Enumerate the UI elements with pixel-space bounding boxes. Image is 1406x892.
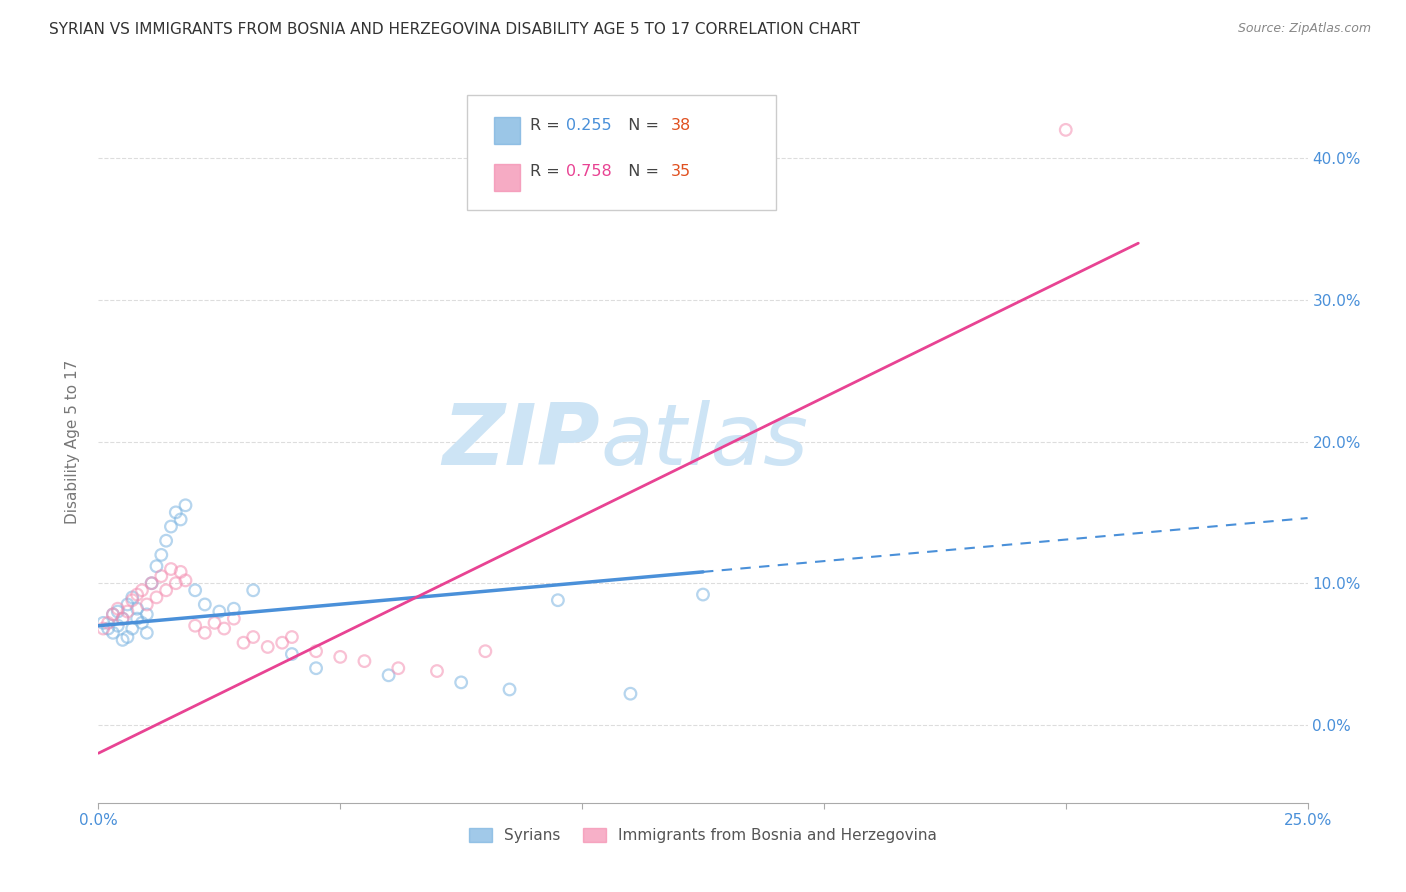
Point [121,591,143,605]
Point [107,618,129,632]
Point [111,612,134,626]
Point [474,644,496,658]
Point [117,630,139,644]
Point [204,615,226,630]
Point [242,630,264,644]
Point [135,625,157,640]
Text: 0.255: 0.255 [567,118,612,133]
Point [208,605,231,619]
Point [111,612,134,626]
Point [101,625,124,640]
Point [232,636,254,650]
Point [450,675,472,690]
Point [145,591,167,605]
Point [111,632,134,647]
Point [353,654,375,668]
Legend: Syrians, Immigrants from Bosnia and Herzegovina: Syrians, Immigrants from Bosnia and Herz… [463,822,943,849]
Text: R =: R = [530,118,565,133]
Point [107,601,129,615]
Point [174,574,197,588]
Text: Source: ZipAtlas.com: Source: ZipAtlas.com [1237,22,1371,36]
Point [117,598,139,612]
Text: atlas: atlas [600,400,808,483]
Point [127,601,149,615]
Point [222,601,245,615]
Point [101,607,124,622]
Point [271,636,294,650]
Point [121,593,143,607]
Point [97,622,120,636]
Point [222,612,245,626]
Point [101,607,124,622]
Text: 38: 38 [671,118,690,133]
Point [165,505,187,519]
Point [141,576,163,591]
FancyBboxPatch shape [494,163,520,191]
Point [91,622,114,636]
FancyBboxPatch shape [494,117,520,145]
Point [131,615,153,630]
Point [256,640,278,654]
Point [174,498,197,512]
Point [242,583,264,598]
Point [135,598,157,612]
Point [169,565,191,579]
Point [117,605,139,619]
Text: N =: N = [619,164,665,179]
Point [387,661,409,675]
Point [281,630,304,644]
Point [426,664,449,678]
Point [305,661,328,675]
Point [150,569,173,583]
Text: 0.758: 0.758 [567,164,612,179]
FancyBboxPatch shape [467,95,776,211]
Text: ZIP: ZIP [443,400,600,483]
Point [127,612,149,626]
Point [194,625,217,640]
Point [131,583,153,598]
Point [127,588,149,602]
Point [377,668,399,682]
Point [692,588,714,602]
Point [155,533,177,548]
Point [547,593,569,607]
Point [97,615,120,630]
Point [91,615,114,630]
Point [160,519,183,533]
Text: R =: R = [530,164,565,179]
Text: SYRIAN VS IMMIGRANTS FROM BOSNIA AND HERZEGOVINA DISABILITY AGE 5 TO 17 CORRELAT: SYRIAN VS IMMIGRANTS FROM BOSNIA AND HER… [49,22,860,37]
Point [498,682,520,697]
Point [165,576,187,591]
Point [145,559,167,574]
Point [141,576,163,591]
Y-axis label: Disability Age 5 to 17: Disability Age 5 to 17 [65,359,80,524]
Point [184,618,207,632]
Point [194,598,217,612]
Point [212,622,235,636]
Point [150,548,173,562]
Point [305,644,328,658]
Point [121,622,143,636]
Point [619,687,641,701]
Text: 35: 35 [671,164,690,179]
Point [135,607,157,622]
Point [281,647,304,661]
Point [169,512,191,526]
Point [160,562,183,576]
Point [107,605,129,619]
Point [1054,123,1077,137]
Point [329,649,352,664]
Point [155,583,177,598]
Point [184,583,207,598]
Text: N =: N = [619,118,665,133]
